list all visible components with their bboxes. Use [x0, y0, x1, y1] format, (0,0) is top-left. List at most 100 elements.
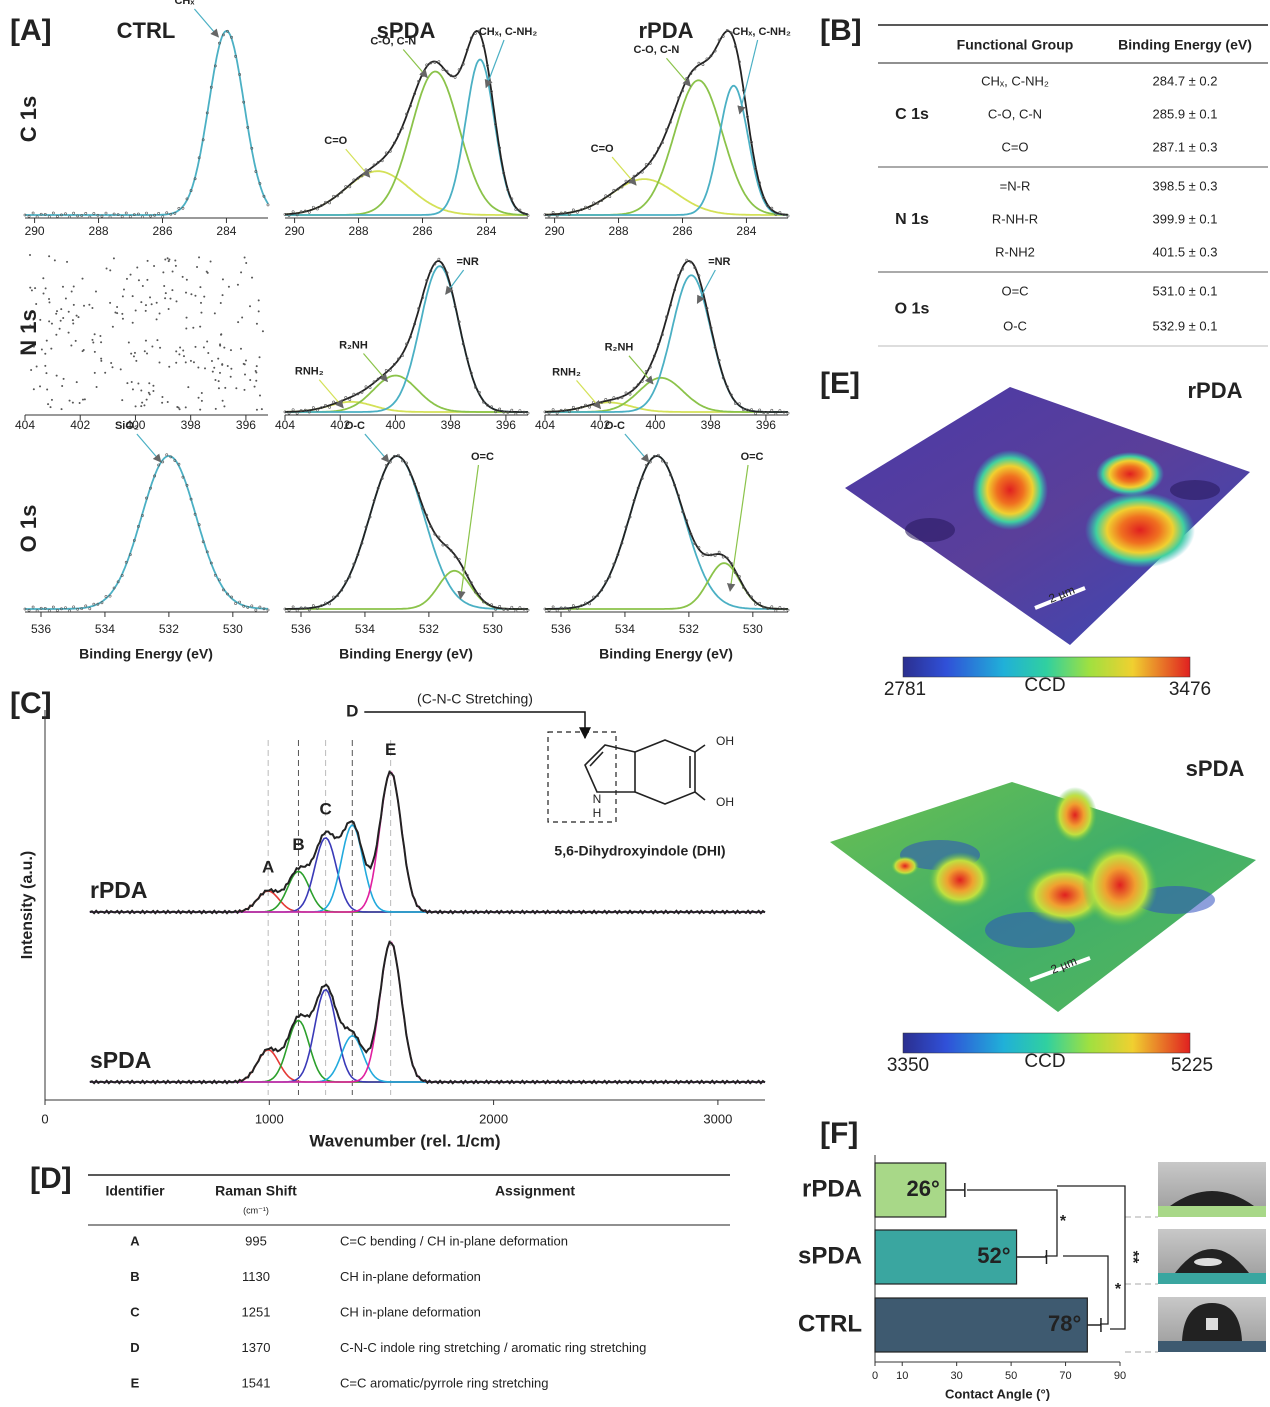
- noise-dot: [185, 406, 187, 408]
- noise-dot: [198, 256, 200, 258]
- noise-dot: [199, 286, 201, 288]
- noise-dot: [251, 277, 253, 279]
- colorbar-min: 3350: [887, 1055, 929, 1076]
- x-tick-label: 70: [1059, 1370, 1071, 1382]
- peak-label: SiO₂: [115, 420, 139, 432]
- noise-dot: [62, 286, 64, 288]
- y-axis-label: Intensity (a.u.): [19, 851, 36, 959]
- noise-dot: [186, 279, 188, 281]
- noise-dot: [72, 402, 74, 404]
- x-tick-label: 398: [701, 418, 721, 432]
- noise-dot: [159, 347, 161, 349]
- cell: 285.9 ± 0.1: [1153, 106, 1218, 121]
- noise-dot: [123, 289, 125, 291]
- noise-dot: [244, 257, 246, 259]
- noise-dot: [258, 299, 260, 301]
- noise-dot: [176, 300, 178, 302]
- noise-dot: [222, 400, 224, 402]
- noise-dot: [45, 372, 47, 374]
- noise-dot: [50, 348, 52, 350]
- cell: 1251: [242, 1304, 271, 1319]
- x-tick-label: 534: [95, 622, 115, 636]
- noise-dot: [51, 323, 53, 325]
- noise-dot: [200, 312, 202, 314]
- noise-dot: [243, 389, 245, 391]
- cell: 398.5 ± 0.3: [1153, 178, 1218, 193]
- cell: 287.1 ± 0.3: [1153, 139, 1218, 154]
- noise-dot: [75, 340, 77, 342]
- cell: R-NH-R: [992, 211, 1038, 226]
- peak-letter: B: [292, 835, 304, 854]
- noise-dot: [255, 380, 257, 382]
- noise-dot: [230, 376, 232, 378]
- noise-dot: [48, 298, 50, 300]
- noise-dot: [91, 339, 93, 341]
- noise-dot: [244, 374, 246, 376]
- noise-dot: [43, 293, 45, 295]
- noise-dot: [168, 308, 170, 310]
- noise-dot: [84, 398, 86, 400]
- noise-dot: [243, 363, 245, 365]
- x-tick-label: 286: [152, 224, 172, 238]
- panel-label: [B]: [820, 14, 862, 47]
- noise-dot: [219, 372, 221, 374]
- noise-dot: [135, 310, 137, 312]
- series-label: sPDA: [90, 1047, 151, 1073]
- noise-dot: [30, 369, 32, 371]
- x-tick-label: 0: [41, 1111, 48, 1126]
- cell: 995: [245, 1233, 267, 1248]
- peak-label: =NR: [708, 256, 730, 268]
- cell: C=C bending / CH in-plane deformation: [340, 1233, 568, 1248]
- noise-dot: [164, 259, 166, 261]
- noise-dot: [94, 351, 96, 353]
- x-axis-label: Wavenumber (rel. 1/cm): [309, 1131, 500, 1150]
- noise-dot: [201, 392, 203, 394]
- noise-dot: [222, 278, 224, 280]
- group-label: N 1s: [895, 211, 929, 228]
- column-header: Identifier: [105, 1183, 165, 1199]
- noise-dot: [207, 352, 209, 354]
- noise-dot: [224, 387, 226, 389]
- noise-dot: [137, 382, 139, 384]
- colorbar-max: 3476: [1169, 679, 1211, 700]
- column-title: rPDA: [638, 18, 693, 43]
- noise-dot: [163, 285, 165, 287]
- colorbar-label: CCD: [1024, 675, 1065, 696]
- x-tick-label: 532: [159, 622, 179, 636]
- noise-dot: [146, 279, 148, 281]
- noise-dot: [256, 409, 258, 411]
- noise-dot: [46, 388, 48, 390]
- noise-dot: [126, 382, 128, 384]
- peak-label: O=C: [471, 451, 494, 463]
- noise-dot: [156, 318, 158, 320]
- noise-dot: [156, 302, 158, 304]
- noise-dot: [145, 340, 147, 342]
- noise-dot: [141, 402, 143, 404]
- noise-dot: [196, 266, 198, 268]
- cell: 401.5 ± 0.3: [1153, 244, 1218, 259]
- noise-dot: [219, 345, 221, 347]
- row-label: C 1s: [16, 96, 41, 142]
- noise-dot: [148, 392, 150, 394]
- x-tick-label: 288: [89, 224, 109, 238]
- noise-dot: [61, 408, 63, 410]
- cell: C-N-C indole ring stretching / aromatic …: [340, 1340, 646, 1355]
- noise-dot: [146, 352, 148, 354]
- noise-dot: [54, 259, 56, 261]
- atom-label: OH: [716, 795, 734, 809]
- x-tick-label: 290: [285, 224, 305, 238]
- cell: C=C aromatic/pyrrole ring stretching: [340, 1375, 548, 1390]
- noise-dot: [222, 294, 224, 296]
- x-tick-label: 536: [551, 622, 571, 636]
- noise-dot: [235, 387, 237, 389]
- noise-dot: [175, 350, 177, 352]
- noise-dot: [66, 261, 68, 263]
- noise-dot: [76, 315, 78, 317]
- noise-dot: [31, 289, 33, 291]
- noise-dot: [162, 271, 164, 273]
- noise-dot: [29, 324, 31, 326]
- noise-dot: [55, 334, 57, 336]
- x-tick-label: 10: [896, 1370, 908, 1382]
- peak-label: R₂NH: [605, 342, 634, 354]
- noise-dot: [45, 287, 47, 289]
